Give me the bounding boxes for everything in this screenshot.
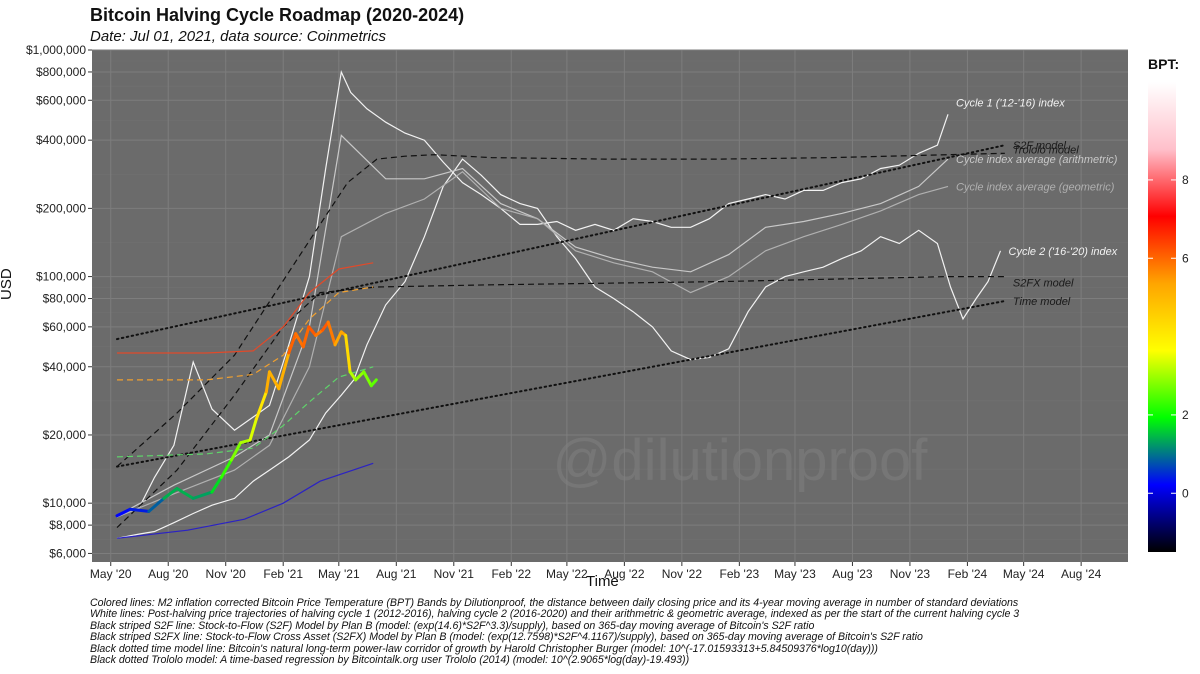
series-label: S2FX model [1013,278,1074,290]
y-tick-label: $100,000 [36,270,86,284]
y-tick-label: $600,000 [36,93,86,107]
x-axis: May '20 Aug '20 Nov '20 Feb '21 May '21 Aug '… [90,562,1102,581]
y-tick-label: $1,000,000 [26,43,86,57]
chart-subtitle: Date: Jul 01, 2021, data source: Coinmet… [90,28,386,45]
colorbar-tick-label: 2 [1182,408,1189,422]
series-line-band [116,462,374,539]
series-line-cycle-index-average-geometric [116,171,949,518]
btc-price-segment [147,496,166,513]
btc-price-segment [354,370,366,382]
x-tick-label: Nov '22 [662,567,703,581]
btc-price-segment [301,325,311,349]
series-line-band [116,366,374,458]
btc-price-segment [191,490,214,500]
y-tick-label: $40,000 [43,360,87,374]
caption-line: White lines: Post-halving price trajecto… [90,608,1020,621]
series-line-cycle-index-average-arithmetric [116,134,949,517]
x-tick-label: Feb '24 [948,567,988,581]
y-tick-label: $6,000 [49,546,86,560]
btc-price-segment [248,417,258,442]
btc-price-segment [369,378,378,388]
series-label: Cycle 2 ('16-'20) index [1009,246,1118,258]
x-tick-label: May '22 [546,567,588,581]
series-lines [115,69,1006,539]
series-label: Cycle 1 ('12-'16) index [956,97,1065,109]
x-tick-label: May '23 [774,567,816,581]
x-tick-label: Aug '22 [604,567,645,581]
btc-price-segment [267,370,281,391]
x-tick-label: Aug '20 [148,567,189,581]
series-line-s2fx-model [116,276,1005,529]
series-label: Trololo model [1013,144,1079,156]
caption-line: Black dotted Trololo model: A time-based… [90,654,690,667]
series-line-band [117,262,374,354]
y-tick-label: $60,000 [43,320,87,334]
btc-price-segment [277,351,291,391]
legend-title: BPT: [1148,56,1180,72]
btc-price-segment [344,333,352,374]
caption-line: Colored lines: M2 inflation corrected Bi… [90,597,1019,609]
y-tick-label: $20,000 [43,428,87,442]
y-tick-label: $800,000 [36,65,86,79]
bpt-colorbar [1148,82,1176,552]
series-label: Time model [1013,296,1071,308]
btc-price-segment [162,487,179,500]
series-line-cycle-2-16-20-index [116,158,1002,539]
colorbar-tick-label: 0 [1182,486,1189,500]
series-line-cycle-1-12-16-index [116,69,949,518]
x-tick-label: May '21 [318,567,360,581]
series-label: Cycle index average (arithmetric) [956,154,1118,166]
btc-price-segment [294,332,305,349]
y-tick-label: $8,000 [49,518,86,532]
caption: Colored lines: M2 inflation corrected Bi… [90,597,1020,667]
btc-price-segment [254,390,268,421]
colorbar-tick-label: 6 [1182,251,1189,265]
caption-line: Black striped S2FX line: Stock-to-Flow C… [90,631,923,644]
btc-price-segment [239,438,252,445]
x-tick-label: May '20 [90,567,132,581]
y-axis: $6,000 $8,000 $10,000 $20,000 $40,000 $60,000… [26,43,92,560]
x-tick-label: Feb '23 [720,567,760,581]
caption-line: Black dotted time model line: Bitcoin's … [90,642,878,655]
x-tick-label: Nov '23 [890,567,931,581]
x-tick-label: Feb '22 [491,567,531,581]
series-line-trololo-model [116,152,1005,468]
btc-price-segment [115,507,132,518]
watermark: @dilutionproof [553,428,929,493]
btc-price-segment [333,330,343,347]
x-tick-label: Aug '23 [832,567,873,581]
btc-price-segment [128,507,151,513]
series-line-s2f-model [116,144,1006,341]
y-tick-label: $80,000 [43,292,87,306]
y-tick-label: $10,000 [43,496,87,510]
btc-price-segment [219,458,233,479]
colorbar-tick-label: 8 [1182,173,1189,187]
series-labels: Cycle 1 ('12-'16) index Cycle 2 ('16-'20)… [956,97,1118,308]
btc-price-segment [229,441,243,462]
y-tick-label: $200,000 [36,201,86,215]
x-tick-label: Nov '21 [434,567,475,581]
colorbar-ticks: 8 6 2 0 [1148,173,1189,500]
x-tick-label: Aug '21 [376,567,417,581]
btc-price-segment [307,325,318,337]
caption-line: Black striped S2F line: Stock-to-Flow (S… [90,619,815,632]
x-tick-label: Aug '24 [1061,567,1102,581]
series-label: Cycle index average (geometric) [956,181,1115,193]
btc-price-segment [287,332,298,355]
btc-price-segment [326,320,337,347]
btc-price-segment [210,475,223,494]
series-line-band [117,286,374,381]
x-tick-label: Nov '20 [206,567,247,581]
btc-price-segment [175,487,195,500]
btc-price-segment [348,370,358,382]
btc-price-segment [264,370,271,394]
chart-title: Bitcoin Halving Cycle Roadmap (2020-2024… [90,5,465,25]
series-label: S2F model [1013,140,1067,152]
btc-price-segment [362,370,373,388]
y-tick-label: $400,000 [36,133,86,147]
x-tick-label: Feb '21 [263,567,303,581]
x-axis-label: Time [586,573,619,590]
x-tick-label: May '24 [1003,567,1045,581]
